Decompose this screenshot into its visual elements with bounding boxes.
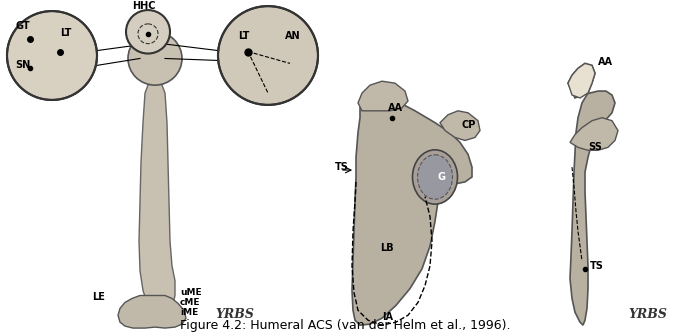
Ellipse shape	[413, 150, 457, 204]
Polygon shape	[118, 295, 186, 328]
Text: SN: SN	[15, 60, 30, 70]
Text: LT: LT	[60, 28, 71, 38]
Text: iME: iME	[180, 308, 198, 317]
Text: Figure 4.2: Humeral ACS (van der Helm et al., 1996).: Figure 4.2: Humeral ACS (van der Helm et…	[180, 319, 510, 332]
Text: HHC: HHC	[132, 1, 155, 11]
Text: AA: AA	[388, 103, 403, 113]
Text: LE: LE	[92, 292, 105, 303]
Circle shape	[126, 10, 170, 54]
Text: YRBS: YRBS	[628, 308, 667, 321]
Polygon shape	[139, 81, 175, 318]
Circle shape	[218, 6, 318, 105]
Polygon shape	[352, 101, 472, 325]
Polygon shape	[358, 81, 408, 111]
Text: TS: TS	[590, 261, 604, 271]
Text: cME: cME	[180, 298, 200, 308]
Ellipse shape	[17, 22, 87, 99]
Text: IA: IA	[382, 312, 393, 322]
Ellipse shape	[417, 155, 453, 199]
Text: CP: CP	[462, 120, 476, 130]
Polygon shape	[440, 111, 480, 140]
Text: TS: TS	[335, 162, 349, 172]
Text: AN: AN	[285, 31, 301, 41]
Text: uME: uME	[180, 288, 202, 297]
Polygon shape	[568, 63, 615, 325]
Polygon shape	[568, 63, 595, 98]
Text: YRBS: YRBS	[215, 308, 254, 321]
Circle shape	[128, 32, 182, 85]
Text: G: G	[438, 172, 446, 182]
Text: AA: AA	[598, 57, 613, 67]
Text: SS: SS	[588, 142, 602, 152]
Text: LT: LT	[238, 31, 249, 41]
Text: GT: GT	[15, 21, 30, 31]
Polygon shape	[570, 118, 618, 150]
Text: LB: LB	[380, 243, 394, 253]
Ellipse shape	[236, 21, 310, 100]
Circle shape	[7, 11, 97, 100]
